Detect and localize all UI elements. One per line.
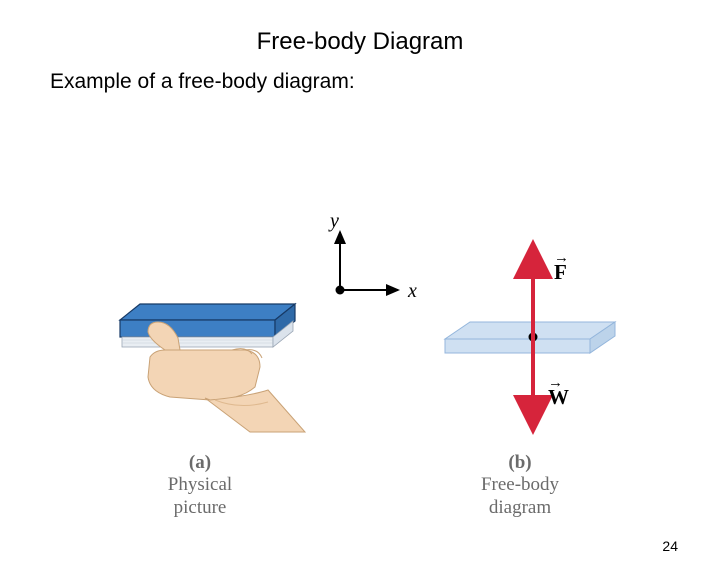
caption-b-text: Free-bodydiagram xyxy=(420,474,620,520)
caption-a: (a) Physicalpicture xyxy=(100,452,300,520)
x-axis-label: x xyxy=(408,280,417,303)
caption-b: (b) Free-bodydiagram xyxy=(420,452,620,520)
force-up-label: → F xyxy=(554,260,567,285)
caption-a-text: Physicalpicture xyxy=(100,474,300,520)
free-body-diagram xyxy=(430,237,640,437)
page-number: 24 xyxy=(662,538,678,554)
physical-picture xyxy=(100,292,320,442)
y-axis-label: y xyxy=(330,210,339,233)
subtitle: Example of a free-body diagram: xyxy=(50,70,720,94)
page-title: Free-body Diagram xyxy=(0,28,720,56)
force-down-label: → W xyxy=(548,385,569,410)
figure-area: y x xyxy=(0,102,720,462)
